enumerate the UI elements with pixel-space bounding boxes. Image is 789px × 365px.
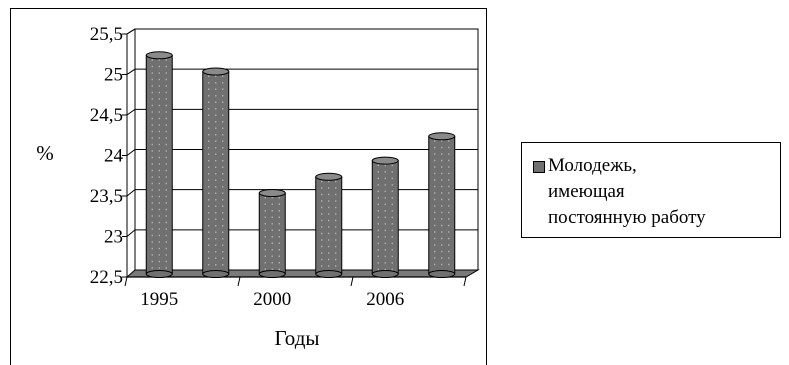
gridline bbox=[126, 149, 478, 156]
x-tick-label: 1995 bbox=[140, 289, 178, 310]
x-axis-ticks: 1995 2000 2006 bbox=[124, 276, 467, 310]
bar-top bbox=[371, 156, 399, 165]
y-axis-ticks: 22,5 23 23,5 24 24,5 25 25,5 bbox=[90, 24, 127, 288]
bar-base bbox=[202, 270, 230, 278]
y-tick-label: 23 bbox=[104, 227, 123, 248]
bar-top bbox=[315, 172, 343, 181]
plot-floor bbox=[125, 269, 480, 278]
bar-base bbox=[371, 270, 399, 278]
plot-back-wall bbox=[126, 28, 479, 270]
y-tick-label: 25,5 bbox=[90, 24, 123, 45]
legend-label: Молодежь, имеющая постоянную работу bbox=[548, 153, 776, 231]
bar-top bbox=[258, 189, 286, 197]
bar bbox=[145, 51, 173, 278]
gridline bbox=[126, 189, 478, 197]
y-tick-label: 23,5 bbox=[90, 186, 123, 207]
x-tick-mark bbox=[463, 276, 467, 287]
bar-body bbox=[428, 135, 456, 275]
legend-line-1: Молодежь, bbox=[548, 155, 637, 176]
gridlines bbox=[126, 28, 478, 237]
x-tick-label: 2006 bbox=[366, 289, 404, 310]
bars bbox=[145, 51, 456, 278]
bar-top bbox=[428, 132, 456, 141]
bar-base bbox=[145, 270, 173, 278]
legend-line-3: постоянную работу bbox=[548, 207, 706, 228]
y-tick-label: 24 bbox=[104, 146, 124, 167]
bar-base bbox=[258, 270, 286, 278]
bar-base bbox=[315, 270, 343, 278]
bar bbox=[258, 189, 286, 278]
bar-top bbox=[202, 67, 230, 76]
bar bbox=[202, 67, 230, 278]
legend: Молодежь, имеющая постоянную работу bbox=[521, 142, 781, 238]
bar bbox=[428, 132, 456, 278]
y-axis-label: % bbox=[36, 141, 54, 165]
legend-line-2: имеющая bbox=[548, 181, 625, 202]
bar-base bbox=[428, 270, 456, 278]
x-tick-mark bbox=[124, 276, 128, 287]
bar bbox=[371, 156, 399, 278]
x-tick-mark bbox=[350, 276, 354, 287]
y-tick-label: 25 bbox=[104, 65, 123, 86]
x-tick-mark bbox=[237, 276, 241, 287]
y-tick-label: 24,5 bbox=[90, 105, 123, 126]
x-axis-label: Годы bbox=[275, 326, 320, 350]
gridline bbox=[126, 28, 478, 35]
x-tick-label: 2000 bbox=[253, 289, 291, 310]
bar-body bbox=[258, 192, 286, 275]
gridline bbox=[126, 229, 478, 237]
y-tick-label: 22,5 bbox=[90, 267, 123, 288]
legend-swatch bbox=[533, 161, 545, 173]
bar bbox=[315, 172, 343, 278]
bar-top bbox=[145, 51, 173, 60]
plot-walls bbox=[125, 28, 480, 278]
gridline bbox=[126, 68, 478, 75]
chart-area bbox=[10, 8, 487, 365]
gridline bbox=[126, 108, 478, 116]
